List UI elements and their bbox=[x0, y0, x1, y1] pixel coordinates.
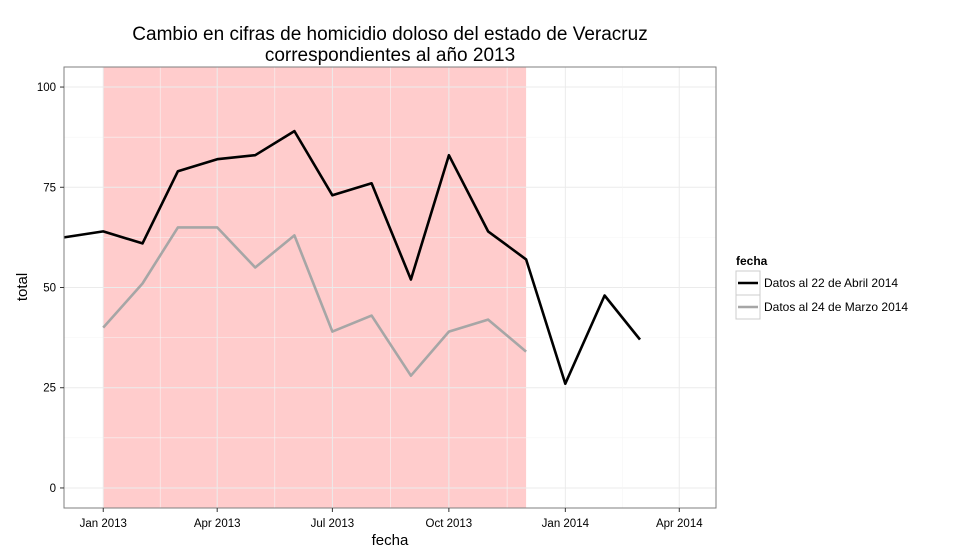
plot-panel bbox=[63, 66, 717, 509]
x-tick-label: Jan 2014 bbox=[542, 518, 590, 530]
x-tick-label: Oct 2013 bbox=[426, 518, 473, 530]
chart-title-line-2: correspondientes al año 2013 bbox=[265, 45, 515, 66]
x-tick-label: Jan 2013 bbox=[80, 518, 127, 530]
y-tick-label: 100 bbox=[37, 82, 56, 94]
x-axis-title: fecha bbox=[372, 532, 409, 549]
y-axis: 0 25 50 75 100 bbox=[37, 82, 64, 495]
x-axis: Jan 2013 Apr 2013 Jul 2013 Oct 2013 Jan 2014… bbox=[80, 508, 703, 530]
y-tick-label: 0 bbox=[50, 483, 56, 495]
legend-title: fecha bbox=[736, 254, 768, 268]
x-tick-label: Jul 2013 bbox=[311, 518, 354, 530]
legend-label-2: Datos al 24 de Marzo 2014 bbox=[764, 300, 908, 314]
series-line-2 bbox=[102, 226, 527, 377]
legend: fecha Datos al 22 de Abril 2014 Datos al … bbox=[735, 254, 908, 320]
x-tick-label: Apr 2014 bbox=[656, 518, 703, 530]
y-axis-title: total bbox=[14, 273, 31, 301]
legend-label-1: Datos al 22 de Abril 2014 bbox=[764, 276, 898, 290]
y-tick-label: 75 bbox=[43, 182, 56, 194]
series-lines bbox=[63, 129, 642, 385]
y-tick-label: 25 bbox=[43, 383, 56, 395]
x-tick-label: Apr 2013 bbox=[194, 518, 241, 530]
y-tick-label: 50 bbox=[43, 283, 56, 295]
series-line-1 bbox=[63, 129, 642, 385]
chart-title-line-1: Cambio en cifras de homicidio doloso del… bbox=[132, 24, 647, 45]
